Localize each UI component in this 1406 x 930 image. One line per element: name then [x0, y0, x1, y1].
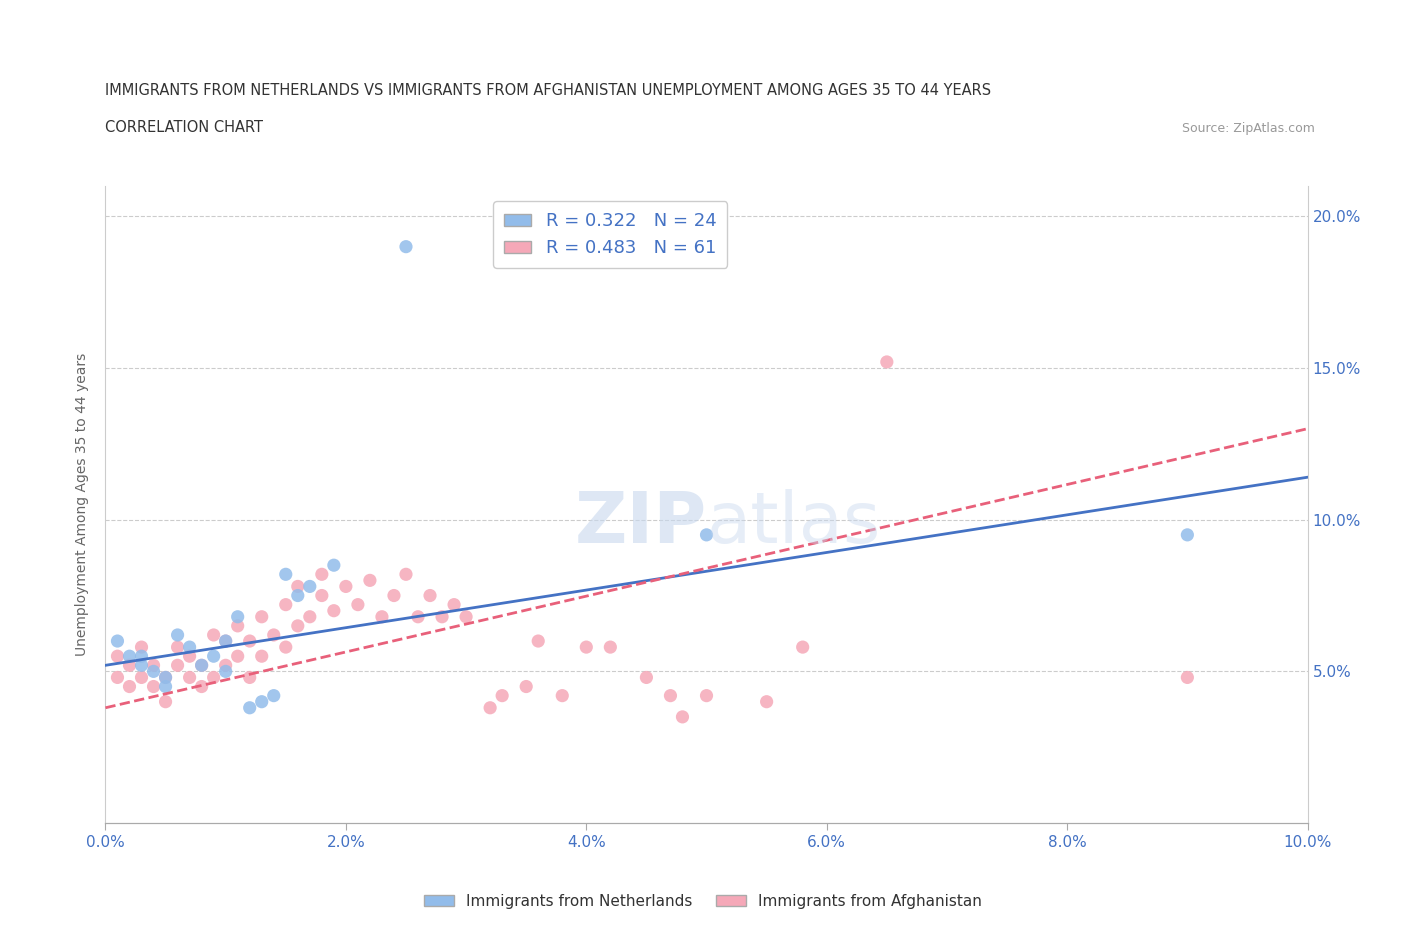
Point [179, 670, 201, 684]
Point [395, 239, 418, 254]
Point [239, 633, 262, 648]
Point [311, 567, 333, 582]
Point [287, 618, 309, 633]
Point [226, 618, 249, 633]
Point [214, 658, 236, 672]
Point [515, 679, 537, 694]
Point [155, 695, 177, 710]
Point [166, 640, 188, 655]
Legend: R = 0.322   N = 24, R = 0.483   N = 61: R = 0.322 N = 24, R = 0.483 N = 61 [494, 202, 727, 268]
Point [479, 700, 502, 715]
Point [274, 567, 297, 582]
Point [155, 670, 177, 684]
Point [131, 670, 153, 684]
Point [226, 649, 249, 664]
Point [298, 609, 321, 624]
Text: atlas: atlas [707, 489, 882, 558]
Point [454, 609, 477, 624]
Point [792, 640, 814, 655]
Point [322, 558, 344, 573]
Point [202, 628, 225, 643]
Point [118, 658, 141, 672]
Point [166, 658, 188, 672]
Point [696, 527, 718, 542]
Point [155, 679, 177, 694]
Point [202, 649, 225, 664]
Point [166, 628, 188, 643]
Point [142, 658, 165, 672]
Point [118, 649, 141, 664]
Point [131, 640, 153, 655]
Point [239, 670, 262, 684]
Point [406, 609, 429, 624]
Point [107, 670, 129, 684]
Point [527, 633, 550, 648]
Point [131, 658, 153, 672]
Point [214, 633, 236, 648]
Y-axis label: Unemployment Among Ages 35 to 44 years: Unemployment Among Ages 35 to 44 years [76, 352, 90, 657]
Point [142, 664, 165, 679]
Point [274, 597, 297, 612]
Point [202, 670, 225, 684]
Point [382, 588, 405, 603]
Point [263, 688, 285, 703]
Point [214, 664, 236, 679]
Text: Source: ZipAtlas.com: Source: ZipAtlas.com [1181, 122, 1315, 135]
Point [155, 670, 177, 684]
Point [226, 609, 249, 624]
Text: ZIP: ZIP [574, 489, 707, 558]
Point [1175, 527, 1198, 542]
Point [287, 588, 309, 603]
Point [371, 609, 394, 624]
Point [876, 354, 898, 369]
Point [322, 604, 344, 618]
Point [250, 649, 273, 664]
Point [599, 640, 621, 655]
Point [190, 658, 212, 672]
Text: CORRELATION CHART: CORRELATION CHART [105, 120, 263, 135]
Point [419, 588, 441, 603]
Point [636, 670, 658, 684]
Point [263, 628, 285, 643]
Point [274, 640, 297, 655]
Point [118, 679, 141, 694]
Point [131, 649, 153, 664]
Point [491, 688, 513, 703]
Point [190, 658, 212, 672]
Point [443, 597, 465, 612]
Point [107, 649, 129, 664]
Legend: Immigrants from Netherlands, Immigrants from Afghanistan: Immigrants from Netherlands, Immigrants … [418, 888, 988, 915]
Point [179, 640, 201, 655]
Point [755, 695, 778, 710]
Point [696, 688, 718, 703]
Point [287, 579, 309, 594]
Point [142, 679, 165, 694]
Point [107, 633, 129, 648]
Point [395, 567, 418, 582]
Point [190, 679, 212, 694]
Point [671, 710, 693, 724]
Point [250, 695, 273, 710]
Point [347, 597, 370, 612]
Point [551, 688, 574, 703]
Point [239, 700, 262, 715]
Point [335, 579, 357, 594]
Point [575, 640, 598, 655]
Point [1175, 670, 1198, 684]
Point [250, 609, 273, 624]
Point [430, 609, 453, 624]
Point [179, 649, 201, 664]
Point [311, 588, 333, 603]
Point [659, 688, 682, 703]
Point [214, 633, 236, 648]
Point [359, 573, 381, 588]
Point [298, 579, 321, 594]
Text: IMMIGRANTS FROM NETHERLANDS VS IMMIGRANTS FROM AFGHANISTAN UNEMPLOYMENT AMONG AG: IMMIGRANTS FROM NETHERLANDS VS IMMIGRANT… [105, 83, 991, 98]
